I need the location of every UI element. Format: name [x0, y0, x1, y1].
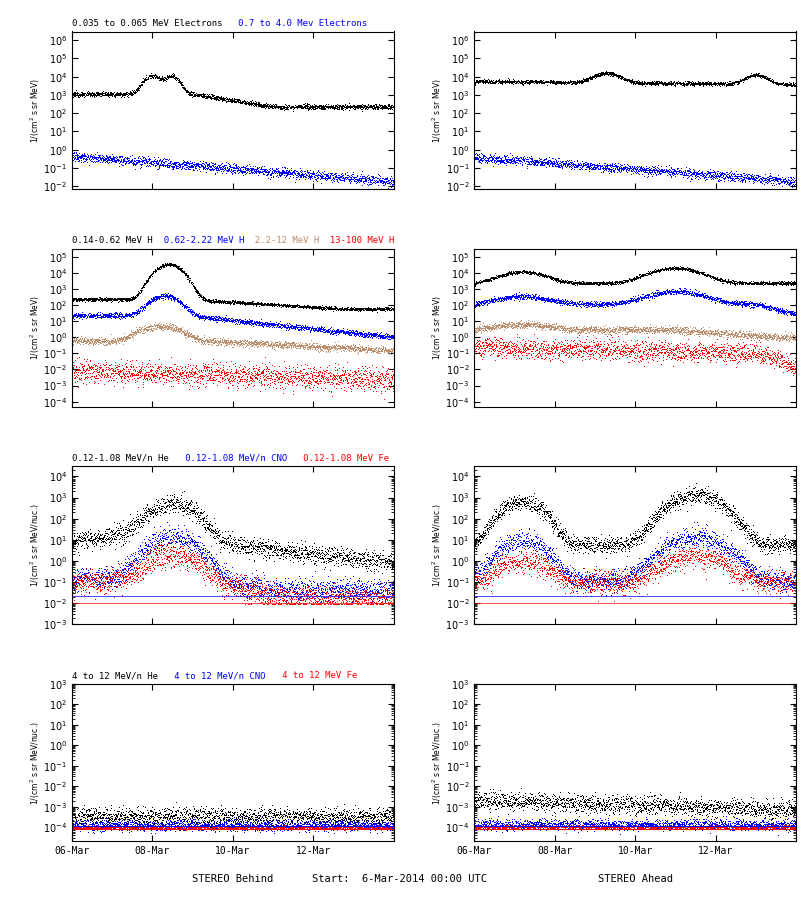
Text: 0.035 to 0.065 MeV Electrons: 0.035 to 0.065 MeV Electrons	[72, 19, 222, 28]
Text: 4 to 12 MeV Fe: 4 to 12 MeV Fe	[266, 671, 357, 680]
Y-axis label: 1/(cm$^2$ s sr MeV/nuc.): 1/(cm$^2$ s sr MeV/nuc.)	[430, 503, 444, 587]
Text: 0.12-1.08 MeV/n CNO: 0.12-1.08 MeV/n CNO	[169, 454, 287, 463]
Y-axis label: 1/(cm$^2$ s sr MeV): 1/(cm$^2$ s sr MeV)	[28, 295, 42, 360]
Text: 2.2-12 MeV H: 2.2-12 MeV H	[244, 237, 319, 246]
Y-axis label: 1/(cm$^2$ s sr MeV/nuc.): 1/(cm$^2$ s sr MeV/nuc.)	[28, 503, 42, 587]
Text: Start:  6-Mar-2014 00:00 UTC: Start: 6-Mar-2014 00:00 UTC	[313, 874, 487, 884]
Text: 0.12-1.08 MeV Fe: 0.12-1.08 MeV Fe	[287, 454, 389, 463]
Text: 4 to 12 MeV/n CNO: 4 to 12 MeV/n CNO	[158, 671, 266, 680]
Y-axis label: 1/(cm$^2$ s sr MeV/nuc.): 1/(cm$^2$ s sr MeV/nuc.)	[28, 721, 42, 805]
Text: 0.12-1.08 MeV/n He: 0.12-1.08 MeV/n He	[72, 454, 169, 463]
Text: 4 to 12 MeV/n He: 4 to 12 MeV/n He	[72, 671, 158, 680]
Text: 0.14-0.62 MeV H: 0.14-0.62 MeV H	[72, 237, 153, 246]
Text: 0.7 to 4.0 Mev Electrons: 0.7 to 4.0 Mev Electrons	[222, 19, 368, 28]
Y-axis label: 1/(cm$^2$ s sr MeV): 1/(cm$^2$ s sr MeV)	[430, 77, 444, 143]
Text: 13-100 MeV H: 13-100 MeV H	[319, 237, 394, 246]
Text: 0.62-2.22 MeV H: 0.62-2.22 MeV H	[153, 237, 244, 246]
Y-axis label: 1/(cm$^2$ s sr MeV): 1/(cm$^2$ s sr MeV)	[29, 77, 42, 143]
Y-axis label: 1/(cm$^2$ s sr MeV/nuc.): 1/(cm$^2$ s sr MeV/nuc.)	[430, 721, 444, 805]
Text: STEREO Ahead: STEREO Ahead	[598, 874, 673, 884]
Text: STEREO Behind: STEREO Behind	[192, 874, 274, 884]
Y-axis label: 1/(cm$^2$ s sr MeV): 1/(cm$^2$ s sr MeV)	[430, 295, 444, 360]
